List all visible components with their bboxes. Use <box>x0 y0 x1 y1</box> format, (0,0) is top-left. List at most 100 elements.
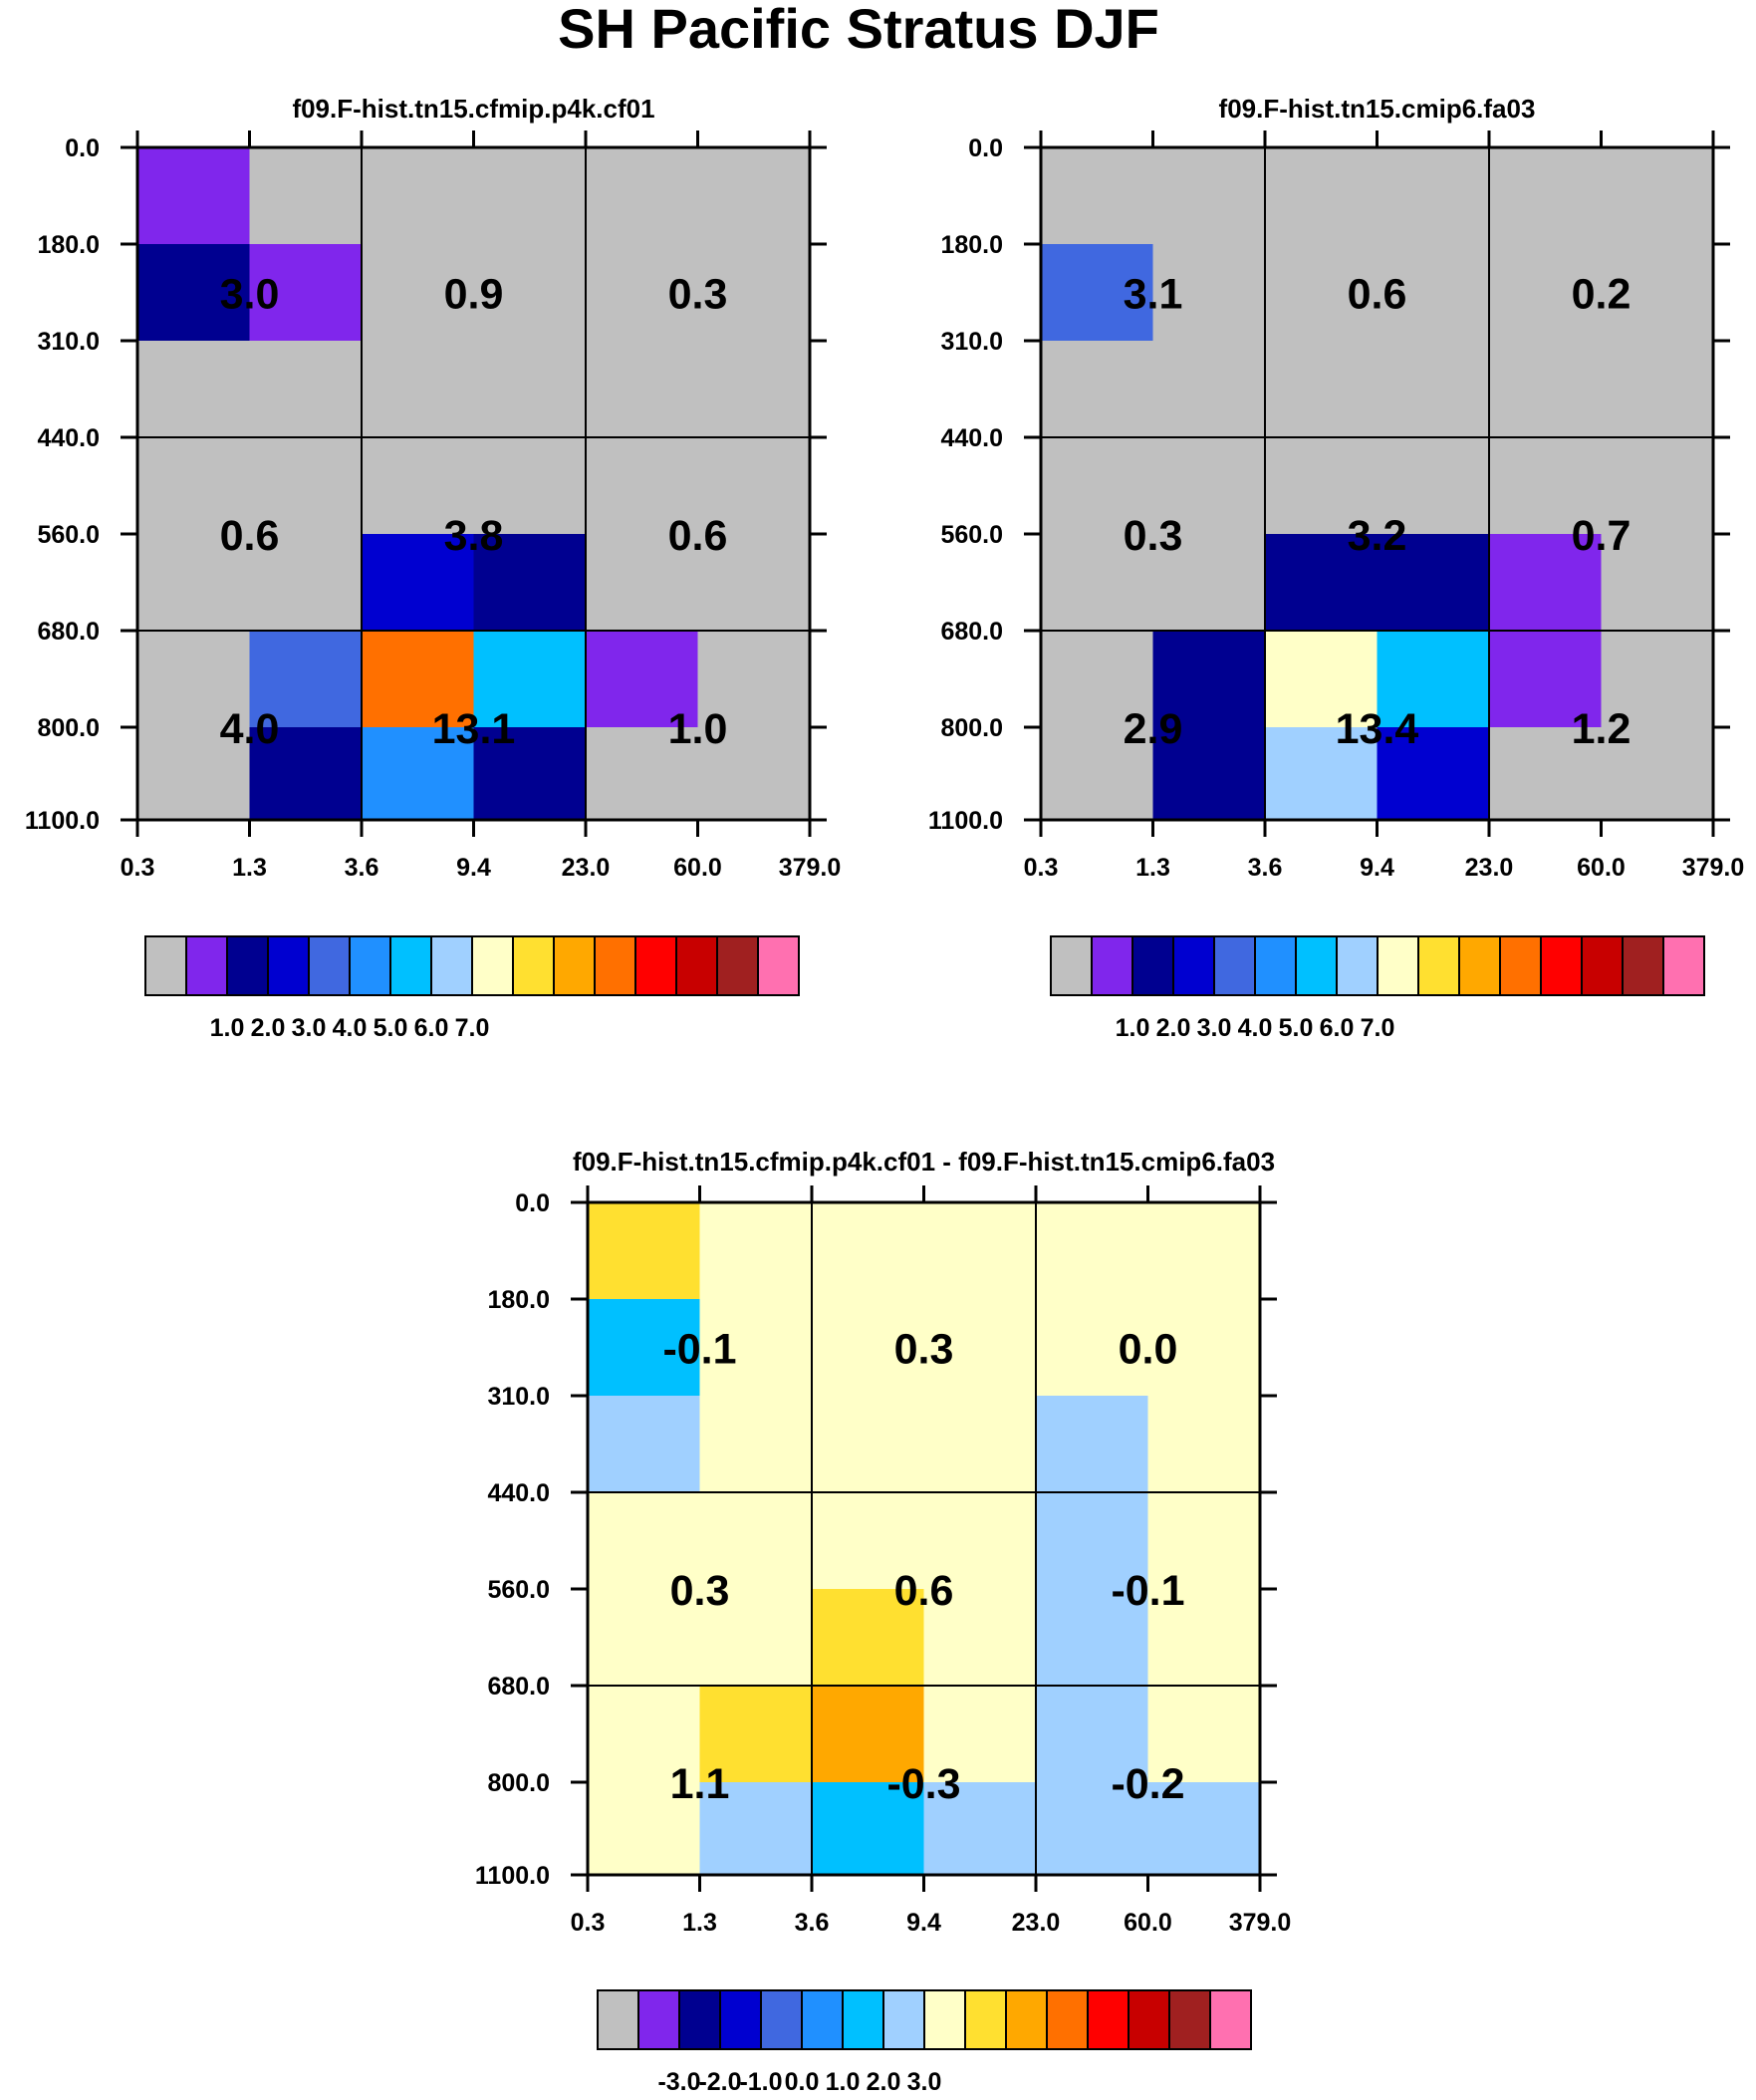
heatmap-cell <box>697 727 811 821</box>
colorbar-label: -2.0 <box>698 2068 741 2095</box>
y-tick-label: 800.0 <box>487 1769 550 1797</box>
block-value-label: 1.0 <box>668 705 728 753</box>
colorbar-box <box>1254 935 1297 996</box>
heatmap-cell <box>586 437 699 535</box>
heatmap-cell <box>1036 1396 1149 1493</box>
colorbar-label: 3.0 <box>1197 1014 1232 1042</box>
heatmap-cell <box>249 534 363 632</box>
block-value-label: 13.1 <box>432 705 516 753</box>
block-value-label: 0.3 <box>1124 512 1183 560</box>
heatmap-cell <box>473 147 587 245</box>
heatmap-cell <box>923 1589 1037 1687</box>
block-value-label: -0.3 <box>886 1760 960 1808</box>
heatmap-cell <box>1265 727 1379 821</box>
colorbar: 1.0 2.0 3.0 4.0 5.0 6.0 7.0 <box>1050 935 1705 1042</box>
y-tick-label: 560.0 <box>487 1576 550 1604</box>
colorbar-box <box>1377 935 1419 996</box>
heatmap-cell <box>137 244 251 342</box>
heatmap-cell <box>1377 727 1490 821</box>
panel-3: f09.F-hist.tn15.cfmip.p4k.cf01 - f09.F-h… <box>475 1147 1292 2096</box>
x-tick-label: 9.4 <box>906 1909 941 1937</box>
y-tick-label: 440.0 <box>487 1479 550 1507</box>
colorbar-box <box>882 1989 925 2050</box>
colorbar-box <box>1213 935 1256 996</box>
colorbar-label: 6.0 <box>414 1014 449 1042</box>
heatmap-cell <box>1041 534 1154 632</box>
heatmap-cell <box>137 341 251 438</box>
x-tick-label: 0.3 <box>571 1909 606 1937</box>
heatmap-cell <box>588 1202 701 1300</box>
heatmap-cell <box>1601 534 1714 632</box>
colorbar-box <box>1131 935 1174 996</box>
heatmap-cell <box>1036 1492 1149 1590</box>
block-value-label: 0.6 <box>894 1567 954 1615</box>
heatmap-cell <box>812 1492 925 1590</box>
heatmap-cell <box>249 147 363 245</box>
heatmap-cell <box>1152 727 1266 821</box>
colorbar-box <box>1046 1989 1089 2050</box>
colorbar-box <box>1336 935 1379 996</box>
x-tick-label: 0.3 <box>1024 854 1059 882</box>
heatmap-cell <box>1489 147 1603 245</box>
y-tick-label: 560.0 <box>940 521 1003 549</box>
heatmap-cell <box>699 1202 813 1300</box>
heatmap-cell <box>1152 631 1266 728</box>
heatmap-cell <box>812 1782 925 1876</box>
heatmap-cell <box>1489 244 1603 342</box>
heatmap-cell <box>1147 1492 1261 1590</box>
block-value-label: 0.6 <box>220 512 280 560</box>
heatmap-cell <box>1036 1299 1149 1397</box>
colorbar-box <box>719 1989 762 2050</box>
colorbar-box <box>757 935 800 996</box>
heatmap-cell <box>1265 341 1379 438</box>
colorbar-label: 4.0 <box>333 1014 368 1042</box>
panel-title: f09.F-hist.tn15.cfmip.p4k.cf01 <box>292 94 654 124</box>
heatmap-cell <box>362 341 475 438</box>
colorbar: 1.0 2.0 3.0 4.0 5.0 6.0 7.0 <box>144 935 800 1042</box>
colorbar-box <box>637 1989 680 2050</box>
heatmap-cell <box>1377 341 1490 438</box>
heatmap-cell <box>1041 437 1154 535</box>
heatmap-cell <box>923 1782 1037 1876</box>
heatmap-cell <box>1489 727 1603 821</box>
heatmap-cell <box>473 244 587 342</box>
colorbar-label: 4.0 <box>1238 1014 1273 1042</box>
colorbar-label: 2.0 <box>251 1014 286 1042</box>
colorbar-box <box>1209 1989 1252 2050</box>
heatmap-cell <box>1036 1589 1149 1687</box>
y-tick-label: 310.0 <box>940 328 1003 356</box>
y-tick-label: 440.0 <box>940 424 1003 452</box>
heatmap-cell <box>1152 341 1266 438</box>
colorbar-box <box>842 1989 884 2050</box>
block-value-label: -0.2 <box>1111 1760 1184 1808</box>
colorbar-label: -3.0 <box>657 2068 700 2095</box>
block-value-label: 1.2 <box>1572 705 1631 753</box>
heatmap-cell <box>1265 631 1379 728</box>
heatmap-cell <box>1152 244 1266 342</box>
block-value-label: 0.6 <box>668 512 728 560</box>
x-tick-label: 1.3 <box>1135 854 1170 882</box>
heatmap-cell <box>137 534 251 632</box>
heatmap-cell <box>1147 1299 1261 1397</box>
block-value-label: 2.9 <box>1124 705 1183 753</box>
heatmap-cell <box>1152 534 1266 632</box>
heatmap-cell <box>586 631 699 728</box>
colorbar-label: -1.0 <box>739 2068 782 2095</box>
heatmap-cell <box>588 1299 701 1397</box>
heatmap-cell <box>1265 244 1379 342</box>
panel-title: f09.F-hist.tn15.cmip6.fa03 <box>1219 94 1536 124</box>
heatmap-cell <box>1377 534 1490 632</box>
x-tick-label: 23.0 <box>1465 854 1514 882</box>
heatmap-cell <box>812 1299 925 1397</box>
heatmap-cell <box>697 437 811 535</box>
colorbar-label: 3.0 <box>907 2068 942 2095</box>
colorbar-box <box>1172 935 1215 996</box>
heatmap-cell <box>1041 341 1154 438</box>
heatmap-cell <box>137 147 251 245</box>
colorbar-label: 7.0 <box>455 1014 490 1042</box>
colorbar-label: 5.0 <box>1279 1014 1314 1042</box>
x-tick-label: 379.0 <box>1229 1909 1292 1937</box>
heatmap-cell <box>923 1299 1037 1397</box>
heatmap-cell <box>473 631 587 728</box>
colorbar-label: 0.0 <box>785 2068 820 2095</box>
